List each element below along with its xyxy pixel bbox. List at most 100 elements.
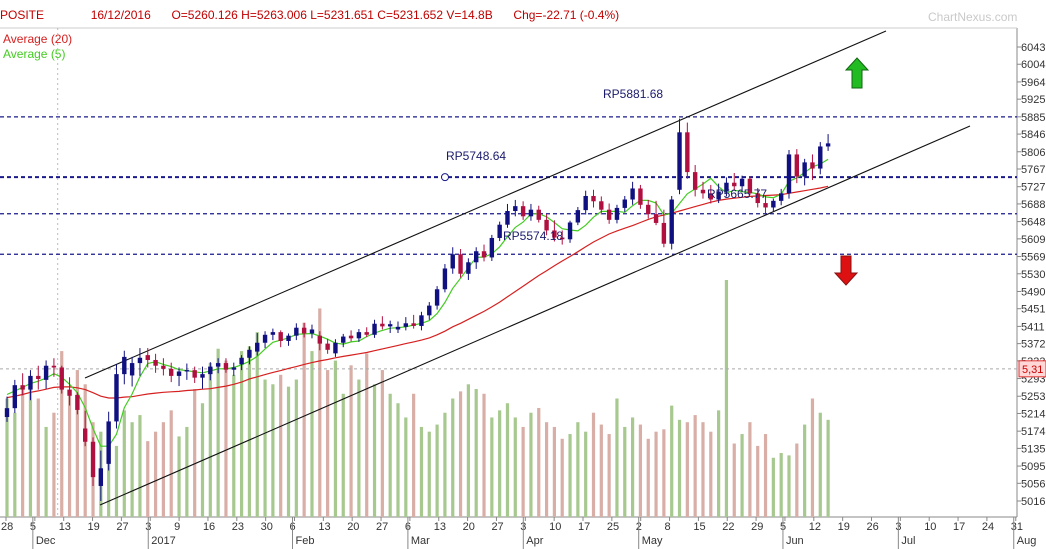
volume-bar (263, 379, 267, 517)
candle-body (364, 332, 369, 335)
y-tick-label: 5056 (1021, 478, 1045, 490)
volume-bar (357, 379, 361, 517)
x-tick-label: 30 (261, 521, 273, 533)
volume-bar (654, 431, 658, 517)
volume-bar (427, 431, 431, 517)
volume-bar (302, 322, 306, 517)
candle-body (317, 335, 322, 344)
x-tick-label: 29 (751, 521, 763, 533)
candle-body (12, 385, 18, 409)
candle-body (575, 210, 581, 223)
candle-body (661, 222, 667, 244)
x-tick-label: 23 (232, 521, 244, 533)
volume-bar (490, 417, 494, 517)
y-tick-label: 5095 (1021, 461, 1045, 473)
month-label: Aug (1017, 535, 1037, 547)
candle-body (192, 370, 197, 378)
x-tick-label: 31 (1011, 521, 1023, 533)
candle-body (278, 332, 283, 341)
month-label: Apr (526, 535, 543, 547)
x-tick-label: 8 (665, 521, 671, 533)
candle-body (536, 209, 541, 220)
volume-bar (701, 422, 705, 517)
month-label: May (642, 535, 663, 547)
volume-bar (607, 434, 611, 517)
volume-bar (13, 412, 17, 517)
candle-body (83, 428, 88, 442)
y-tick-label: 5530 (1021, 269, 1045, 281)
volume-bar (646, 438, 650, 517)
volume-bar (771, 457, 775, 517)
candle-body (646, 204, 651, 215)
volume-bar (349, 365, 353, 517)
x-tick-label: 12 (809, 521, 821, 533)
volume-bar (216, 348, 220, 517)
candle-body (739, 178, 745, 187)
candle-body (638, 188, 643, 205)
candle-body (411, 323, 416, 326)
candle-body (669, 199, 674, 244)
volume-bar (568, 434, 572, 517)
volume-bar (451, 398, 455, 517)
candle-body (732, 182, 737, 187)
volume-bar (75, 370, 79, 517)
candle-body (309, 329, 315, 334)
volume-bar (52, 412, 56, 517)
volume-bar (693, 415, 697, 517)
current-price-label: 5,31 (1022, 364, 1043, 376)
volume-bar (552, 426, 556, 517)
volume-bar (185, 426, 189, 517)
candle-body (106, 421, 111, 464)
candle-body (333, 342, 338, 354)
volume-bar (193, 389, 197, 517)
volume-bar (372, 384, 377, 517)
candle-body (114, 374, 119, 422)
volume-bar (232, 374, 236, 517)
date-label: 16/12/2016 (90, 8, 151, 22)
volume-bar (779, 453, 783, 517)
candle-body (786, 154, 792, 194)
volume-bar (83, 384, 87, 517)
volume-bar (474, 389, 478, 517)
volume-bar (818, 412, 822, 517)
candle-body (325, 343, 330, 350)
candle-body (67, 389, 72, 396)
volume-bar (208, 362, 212, 517)
candle-body (442, 268, 448, 290)
volume-bar (247, 346, 252, 517)
candle-body (818, 146, 823, 169)
candle-body (129, 363, 135, 376)
candle-body (528, 209, 534, 217)
volume-bar (599, 424, 603, 517)
x-tick-label: 16 (203, 521, 215, 533)
volume-bar (756, 445, 760, 517)
candle-body (98, 468, 104, 486)
x-tick-label: 9 (174, 521, 180, 533)
candle-body (434, 289, 440, 306)
volume-bar (623, 426, 627, 517)
volume-bar (169, 410, 173, 517)
candle-body (458, 254, 463, 274)
volume-bar (146, 441, 150, 517)
candle-body (771, 200, 776, 208)
x-tick-label: 27 (116, 521, 128, 533)
candle-body (466, 262, 471, 274)
volume-bar (161, 422, 165, 517)
y-tick-label: 5451 (1021, 304, 1045, 316)
candle-body (356, 332, 362, 339)
volume-bar (544, 422, 549, 517)
volume-bar (803, 424, 807, 517)
candle-body (481, 251, 487, 258)
candle-body (169, 368, 174, 376)
candle-body (708, 193, 713, 200)
volume-bar (521, 426, 525, 517)
candle-body (348, 335, 354, 339)
volume-bar (505, 403, 510, 517)
candle-body (270, 332, 276, 335)
candle-body (286, 335, 291, 341)
y-tick-label: 5609 (1021, 234, 1045, 246)
volume-bar (60, 351, 64, 517)
volume-bar (763, 434, 768, 517)
volume-bar (67, 393, 72, 517)
candle-body (583, 195, 588, 211)
